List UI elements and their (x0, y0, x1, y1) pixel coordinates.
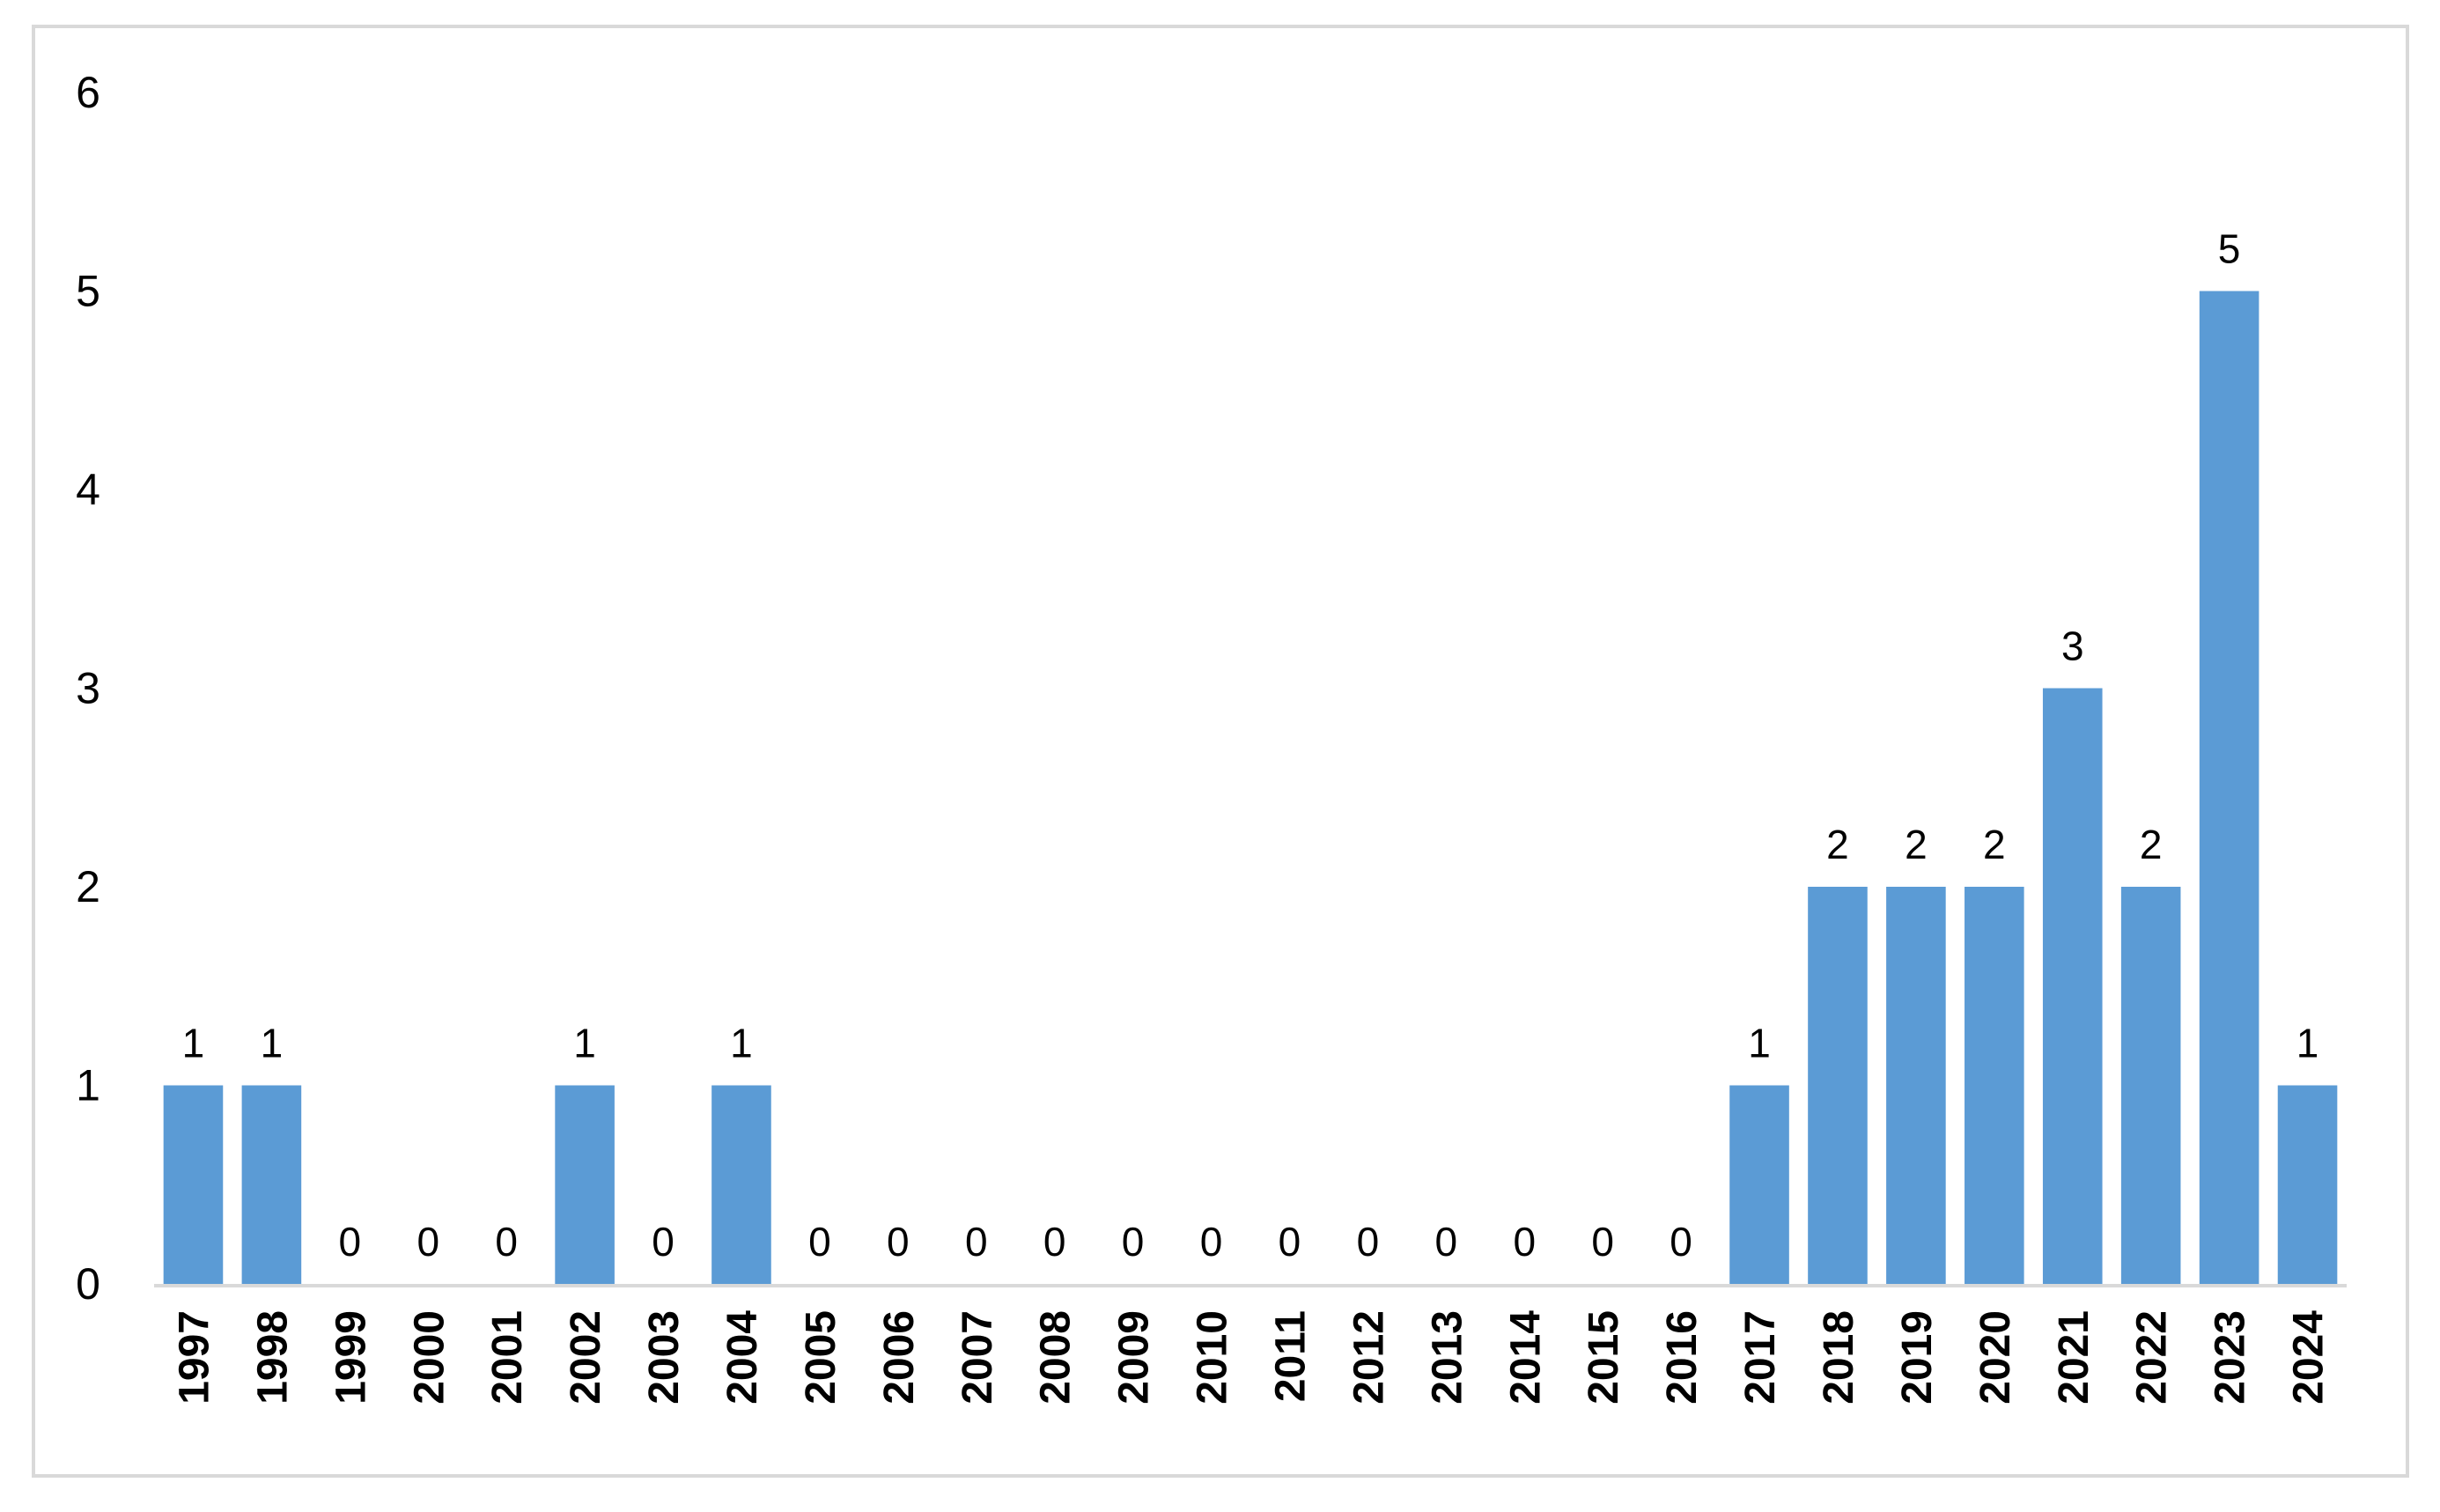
data-label-2007: 0 (965, 1219, 988, 1265)
bar-2017 (1729, 1085, 1789, 1284)
y-tick-label-6: 6 (76, 68, 100, 117)
bar-2018 (1808, 887, 1868, 1284)
x-tick-label-1999: 1999 (328, 1310, 374, 1405)
x-tick-label-2013: 2013 (1424, 1310, 1471, 1405)
x-tick-label-2020: 2020 (1972, 1310, 2019, 1405)
data-label-2019: 2 (1905, 822, 1928, 867)
y-tick-label-2: 2 (76, 862, 100, 911)
bar-2004 (711, 1085, 771, 1284)
data-label-2024: 1 (2296, 1021, 2319, 1066)
y-tick-label-3: 3 (76, 664, 100, 713)
y-tick-label-1: 1 (76, 1061, 100, 1110)
x-tick-label-2023: 2023 (2208, 1310, 2254, 1405)
data-label-2022: 2 (2140, 822, 2163, 867)
data-label-2009: 0 (1122, 1219, 1145, 1265)
data-label-2015: 0 (1591, 1219, 1614, 1265)
x-tick-label-2024: 2024 (2286, 1310, 2333, 1405)
x-tick-label-2019: 2019 (1894, 1310, 1941, 1405)
data-labels-layer: 1 1 0 0 0 1 0 1 0 0 0 0 0 0 0 0 0 0 0 0 1 2 2 2 3 2 5 1 (182, 226, 2319, 1265)
x-tick-label-2015: 2015 (1581, 1310, 1627, 1405)
bar-1998 (241, 1085, 302, 1284)
x-tick-label-2016: 2016 (1659, 1310, 1706, 1405)
data-label-2006: 0 (887, 1219, 910, 1265)
x-tick-label-2018: 2018 (1816, 1310, 1862, 1405)
y-axis-tick-labels: 0 1 2 3 4 5 6 (76, 68, 100, 1309)
x-tick-label-2002: 2002 (563, 1310, 609, 1405)
data-label-2003: 0 (652, 1219, 675, 1265)
data-label-2014: 0 (1513, 1219, 1536, 1265)
data-label-2020: 2 (1983, 822, 2006, 867)
bar-2024 (2277, 1085, 2338, 1284)
bar-2019 (1886, 887, 1946, 1284)
data-label-2023: 5 (2218, 226, 2241, 272)
bar-2023 (2199, 291, 2259, 1284)
x-tick-label-1998: 1998 (249, 1310, 296, 1405)
y-tick-label-4: 4 (76, 465, 100, 514)
data-label-2008: 0 (1043, 1219, 1066, 1265)
x-tick-label-2003: 2003 (641, 1310, 688, 1405)
data-label-2005: 0 (808, 1219, 831, 1265)
bar-1997 (163, 1085, 224, 1284)
data-label-1999: 0 (339, 1219, 362, 1265)
x-tick-label-2021: 2021 (2051, 1310, 2097, 1405)
x-tick-label-2000: 2000 (406, 1310, 453, 1405)
data-label-2016: 0 (1670, 1219, 1692, 1265)
data-label-2004: 1 (730, 1021, 753, 1066)
bar-2022 (2120, 887, 2181, 1284)
data-label-2011: 0 (1279, 1219, 1301, 1265)
data-label-1998: 1 (261, 1021, 284, 1066)
data-label-2018: 2 (1826, 822, 1849, 867)
x-tick-label-2001: 2001 (484, 1310, 531, 1405)
x-tick-label-2004: 2004 (719, 1310, 766, 1405)
data-label-2013: 0 (1435, 1219, 1458, 1265)
x-tick-label-2017: 2017 (1737, 1310, 1784, 1405)
x-tick-label-2011: 2011 (1267, 1310, 1314, 1402)
data-label-2021: 3 (2061, 623, 2084, 669)
data-label-2017: 1 (1748, 1021, 1771, 1066)
x-tick-label-1997: 1997 (171, 1310, 217, 1405)
data-label-2012: 0 (1357, 1219, 1380, 1265)
x-tick-label-2022: 2022 (2129, 1310, 2176, 1405)
x-tick-label-2006: 2006 (876, 1310, 923, 1405)
x-tick-label-2012: 2012 (1345, 1310, 1392, 1405)
x-axis-tick-labels: 1997 1998 1999 2000 2001 2002 2003 2004 2005 2006… (171, 1310, 2332, 1405)
x-tick-label-2007: 2007 (955, 1310, 1001, 1405)
bar-2021 (2042, 688, 2103, 1284)
bar-2020 (1965, 887, 2024, 1284)
x-tick-label-2009: 2009 (1111, 1310, 1158, 1405)
x-tick-label-2014: 2014 (1502, 1310, 1549, 1405)
data-label-2000: 0 (416, 1219, 439, 1265)
data-label-2001: 0 (495, 1219, 518, 1265)
x-tick-label-2008: 2008 (1033, 1310, 1080, 1405)
data-label-2002: 1 (573, 1021, 596, 1066)
bars-layer (163, 291, 2338, 1284)
x-tick-label-2005: 2005 (798, 1310, 844, 1405)
y-tick-label-0: 0 (76, 1259, 100, 1309)
x-tick-label-2010: 2010 (1190, 1310, 1236, 1405)
data-label-1997: 1 (182, 1021, 205, 1066)
data-label-2010: 0 (1200, 1219, 1223, 1265)
bar-2002 (555, 1085, 615, 1284)
y-tick-label-5: 5 (76, 267, 100, 316)
